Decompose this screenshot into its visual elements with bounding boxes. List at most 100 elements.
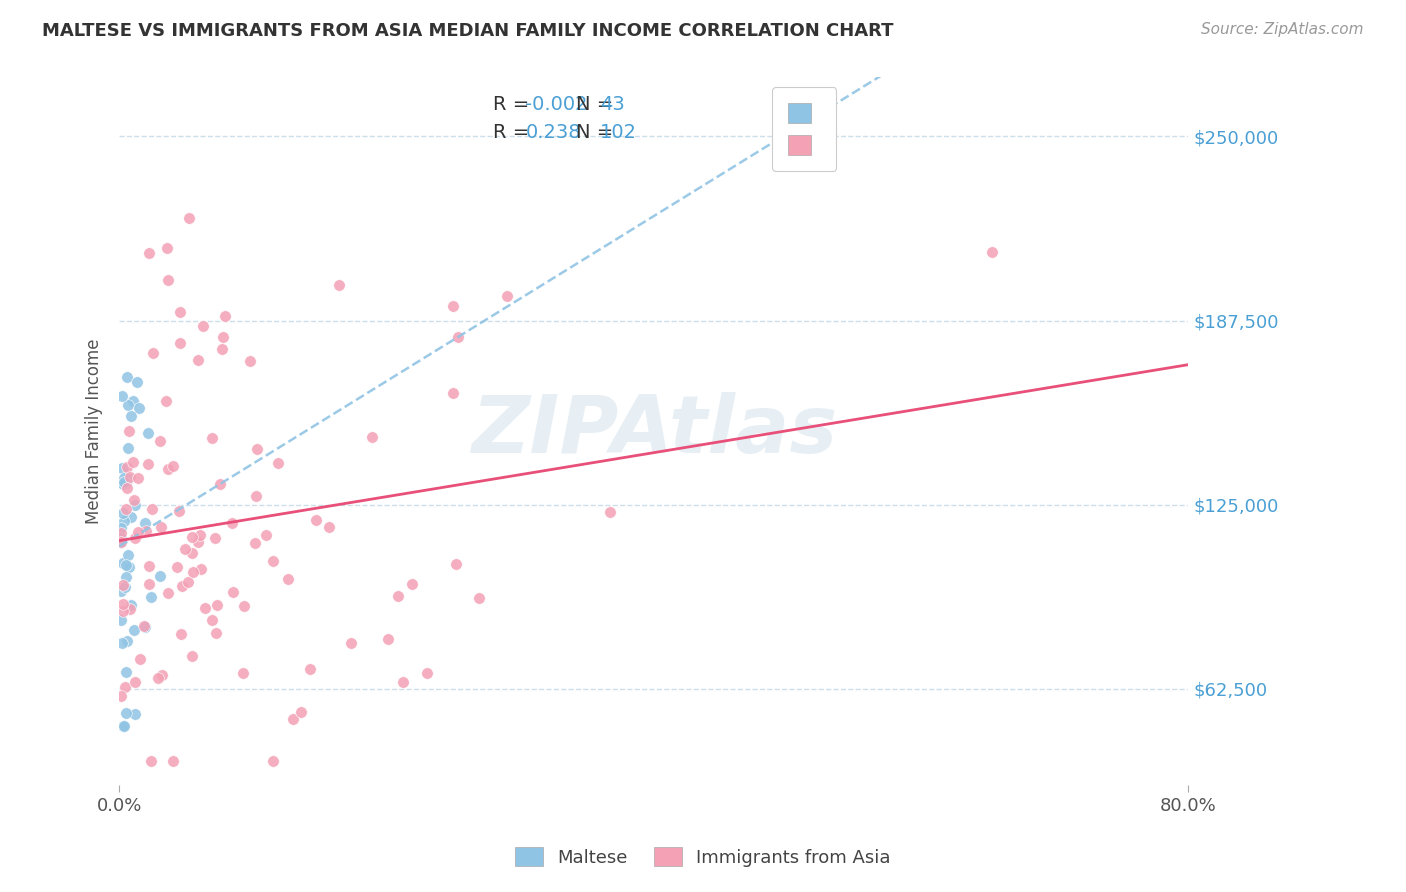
Point: [599, 506, 621, 520]
Point: [254, 528, 277, 542]
Point: [111, 460, 134, 475]
Point: [187, 352, 209, 367]
Point: [110, 526, 132, 541]
Point: [149, 569, 172, 583]
Point: [392, 675, 415, 690]
Point: [162, 754, 184, 768]
Point: [156, 586, 179, 600]
Point: [128, 651, 150, 665]
Point: [120, 509, 142, 524]
Point: [262, 754, 284, 768]
Point: [124, 706, 146, 721]
Point: [111, 389, 134, 403]
Point: [112, 603, 135, 617]
Point: [174, 541, 197, 556]
Point: [122, 623, 145, 637]
Point: [138, 558, 160, 573]
Point: [134, 516, 156, 530]
Text: 102: 102: [600, 123, 637, 143]
Point: [360, 430, 382, 444]
Text: 43: 43: [600, 95, 626, 114]
Point: [141, 591, 163, 605]
Point: [181, 546, 204, 560]
Point: [141, 502, 163, 516]
Point: [127, 470, 149, 484]
Point: [115, 471, 138, 485]
Point: [267, 456, 290, 470]
Point: [221, 516, 243, 531]
Point: [110, 614, 132, 628]
Point: [290, 706, 312, 720]
Point: [120, 409, 142, 423]
Point: [110, 583, 132, 598]
Point: [170, 579, 193, 593]
Text: N =: N =: [575, 95, 619, 114]
Point: [136, 457, 159, 471]
Point: [115, 482, 138, 496]
Point: [115, 569, 138, 583]
Text: R =: R =: [494, 123, 536, 143]
Point: [281, 712, 304, 726]
Point: [146, 671, 169, 685]
Point: [209, 477, 232, 491]
Point: [305, 513, 328, 527]
Point: [114, 680, 136, 694]
Point: [112, 475, 135, 490]
Point: [115, 369, 138, 384]
Point: [138, 245, 160, 260]
Point: [387, 590, 409, 604]
Point: [243, 536, 266, 550]
Point: [112, 471, 135, 485]
Point: [201, 613, 224, 627]
Point: [112, 719, 135, 733]
Point: [141, 345, 163, 359]
Point: [138, 577, 160, 591]
Point: [211, 343, 233, 357]
Point: [112, 506, 135, 520]
Point: [135, 524, 157, 538]
Point: [114, 580, 136, 594]
Point: [441, 299, 464, 313]
Point: [132, 619, 155, 633]
Point: [114, 502, 136, 516]
Legend: Maltese, Immigrants from Asia: Maltese, Immigrants from Asia: [509, 840, 897, 874]
Point: [150, 668, 173, 682]
Point: [128, 401, 150, 415]
Point: [447, 330, 470, 344]
Point: [205, 626, 228, 640]
Point: [188, 527, 211, 541]
Point: [233, 599, 256, 613]
Point: [981, 245, 1004, 260]
Point: [114, 558, 136, 573]
Point: [340, 636, 363, 650]
Point: [232, 665, 254, 680]
Point: [222, 585, 245, 599]
Legend: , : ,: [772, 87, 837, 171]
Point: [157, 462, 180, 476]
Point: [117, 549, 139, 563]
Point: [204, 531, 226, 545]
Point: [117, 398, 139, 412]
Point: [111, 556, 134, 570]
Point: [115, 459, 138, 474]
Point: [194, 600, 217, 615]
Point: [111, 719, 134, 733]
Text: Source: ZipAtlas.com: Source: ZipAtlas.com: [1201, 22, 1364, 37]
Point: [211, 330, 233, 344]
Point: [120, 602, 142, 616]
Point: [124, 498, 146, 512]
Point: [112, 578, 135, 592]
Point: [246, 442, 269, 456]
Text: MALTESE VS IMMIGRANTS FROM ASIA MEDIAN FAMILY INCOME CORRELATION CHART: MALTESE VS IMMIGRANTS FROM ASIA MEDIAN F…: [42, 22, 894, 40]
Text: 0.238: 0.238: [526, 123, 581, 143]
Point: [112, 514, 135, 528]
Point: [110, 689, 132, 703]
Point: [156, 273, 179, 287]
Point: [124, 532, 146, 546]
Point: [124, 675, 146, 690]
Point: [328, 278, 350, 293]
Point: [167, 504, 190, 518]
Point: [117, 442, 139, 456]
Point: [318, 520, 340, 534]
Point: [214, 310, 236, 324]
